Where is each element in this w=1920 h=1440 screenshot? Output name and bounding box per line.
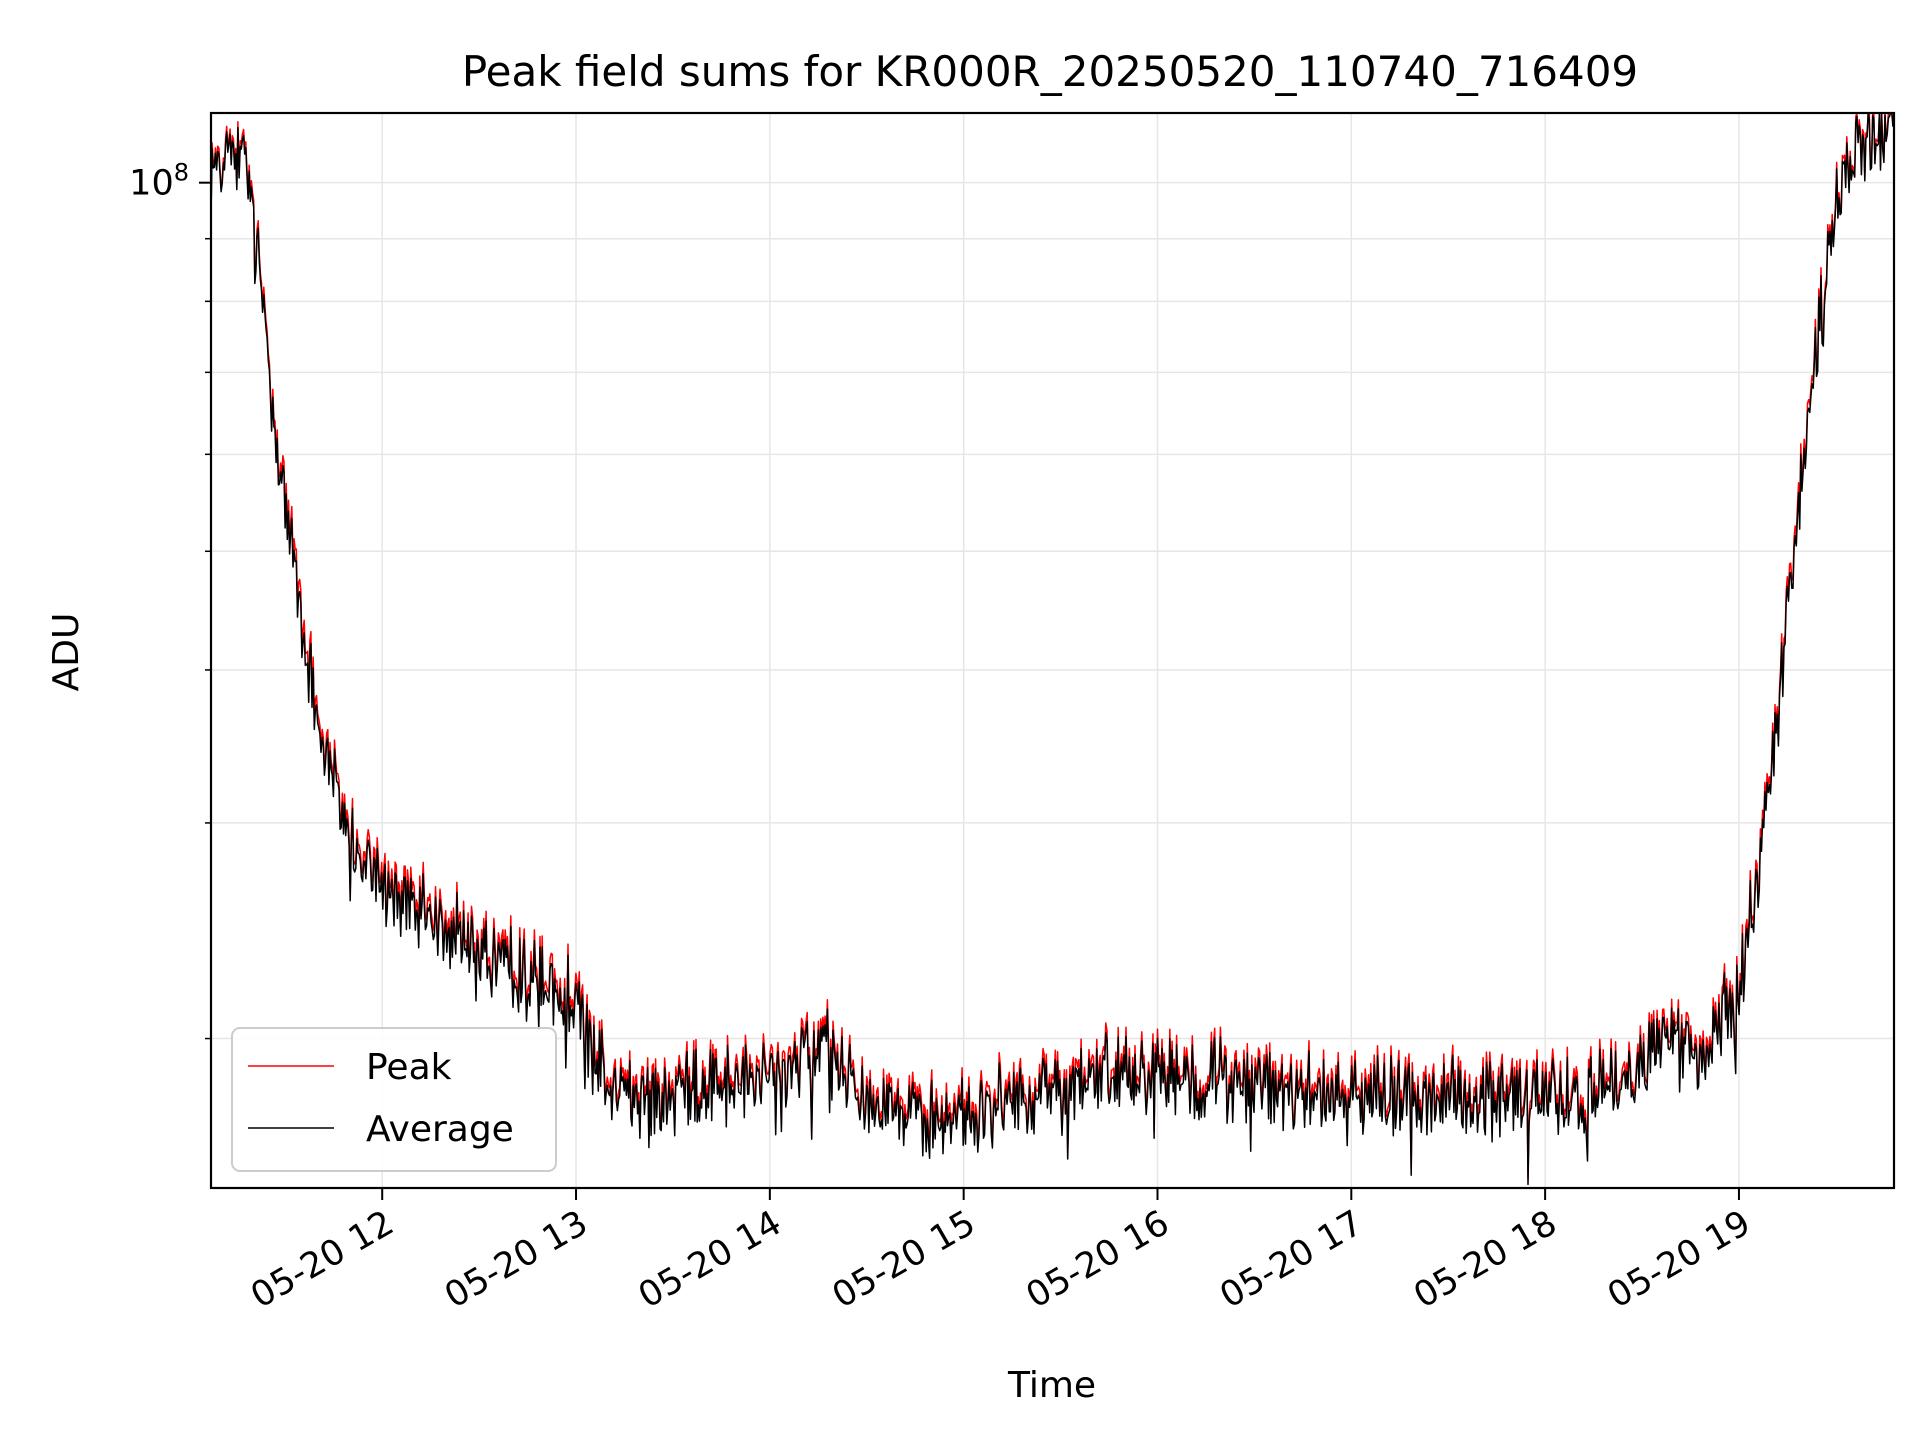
y-tick-label: 108 — [129, 159, 189, 204]
plot-frame — [209, 111, 1896, 1190]
series-line-peak — [210, 112, 1895, 1180]
chart-title: Peak field sums for KR000R_20250520_1107… — [462, 47, 1638, 96]
x-axis-label: Time — [1007, 1365, 1096, 1406]
x-tick-label: 05-20 18 — [1407, 1203, 1563, 1316]
series-line-average — [210, 112, 1895, 1186]
x-tick-label: 05-20 19 — [1601, 1203, 1757, 1316]
x-tick-label: 05-20 14 — [632, 1203, 788, 1316]
legend-label-peak: Peak — [366, 1047, 452, 1088]
x-tick-label: 05-20 12 — [244, 1203, 400, 1316]
legend-label-average: Average — [366, 1109, 514, 1150]
x-tick-label: 05-20 15 — [826, 1203, 982, 1316]
x-tick-label: 05-20 16 — [1020, 1203, 1176, 1316]
y-axis-label: ADU — [46, 613, 87, 692]
legend: Peak Average — [231, 1027, 557, 1172]
grid — [211, 113, 1894, 1188]
plot-lines — [210, 112, 1895, 1186]
legend-box — [231, 1027, 557, 1172]
x-tick-label: 05-20 13 — [438, 1203, 594, 1316]
x-tick-label: 05-20 17 — [1214, 1203, 1370, 1316]
